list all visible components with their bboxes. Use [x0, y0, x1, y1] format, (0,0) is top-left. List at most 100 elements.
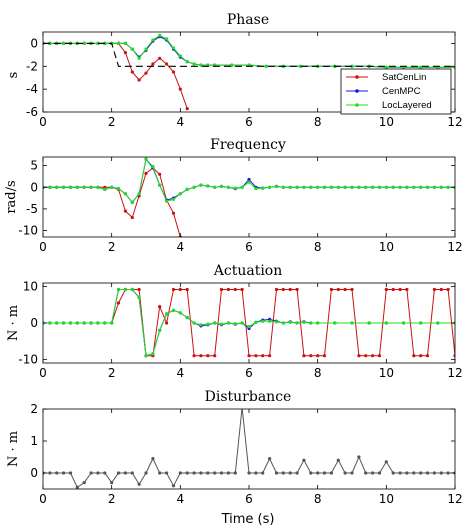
data-point-disturbance — [144, 471, 148, 475]
series-layer — [43, 287, 455, 358]
data-point-loclayered — [329, 185, 333, 189]
data-point-satcenlin — [151, 62, 155, 66]
data-point-satcenlin — [178, 287, 182, 292]
y-tick-label: 0 — [30, 180, 38, 194]
data-point-satcenlin — [247, 354, 251, 358]
data-point-loclayered — [401, 321, 406, 325]
data-point-loclayered — [343, 185, 347, 189]
x-tick-label: 0 — [39, 240, 47, 254]
data-point-loclayered — [316, 185, 320, 189]
data-point-loclayered — [192, 185, 196, 189]
data-point-loclayered — [281, 185, 285, 189]
x-tick-label: 8 — [314, 240, 322, 254]
data-point-disturbance — [302, 458, 306, 462]
y-axis-label: N · m — [6, 305, 21, 341]
data-point-satcenlin — [295, 287, 299, 292]
data-point-disturbance — [425, 471, 430, 475]
x-tick-label: 10 — [379, 115, 394, 129]
data-point-loclayered — [398, 185, 402, 189]
legend-marker-cenmpc — [355, 89, 359, 93]
y-tick-label: -2 — [26, 59, 38, 73]
data-point-loclayered — [158, 33, 162, 38]
data-point-disturbance — [316, 471, 320, 475]
data-point-satcenlin — [371, 354, 375, 358]
data-point-loclayered — [322, 185, 327, 189]
data-point-disturbance — [213, 471, 217, 475]
panel-title: Disturbance — [205, 389, 292, 405]
y-tick-label: 5 — [30, 159, 38, 173]
x-tick-label: 6 — [245, 240, 253, 254]
data-point-loclayered — [62, 321, 66, 325]
x-tick-label: 0 — [39, 366, 47, 380]
y-tick-label: -5 — [26, 202, 38, 216]
data-point-satcenlin — [364, 354, 368, 358]
data-point-loclayered — [377, 185, 382, 189]
data-point-disturbance — [295, 471, 299, 475]
data-point-disturbance — [364, 471, 368, 475]
data-point-disturbance — [103, 471, 107, 475]
data-point-loclayered — [55, 321, 59, 325]
data-point-loclayered — [103, 321, 107, 325]
x-tick-label: 10 — [379, 492, 394, 506]
data-point-satcenlin — [165, 321, 169, 325]
y-tick-label: -6 — [26, 105, 38, 119]
data-point-loclayered — [230, 63, 234, 67]
data-point-loclayered — [254, 320, 258, 324]
data-point-disturbance — [82, 481, 86, 485]
x-tick-label: 12 — [447, 240, 462, 254]
data-point-loclayered — [247, 325, 251, 329]
data-point-disturbance — [123, 471, 127, 475]
data-point-loclayered — [82, 41, 86, 46]
data-point-disturbance — [274, 471, 279, 475]
data-point-loclayered — [171, 308, 176, 312]
data-point-loclayered — [371, 185, 375, 189]
data-point-loclayered — [213, 185, 217, 189]
data-point-loclayered — [412, 185, 416, 189]
data-point-loclayered — [288, 185, 292, 189]
data-point-loclayered — [233, 322, 237, 326]
data-point-satcenlin — [357, 354, 361, 358]
data-point-loclayered — [123, 287, 127, 292]
data-point-satcenlin — [178, 87, 182, 91]
data-point-disturbance — [171, 484, 176, 488]
data-point-loclayered — [130, 287, 134, 292]
data-point-disturbance — [110, 481, 114, 485]
data-point-loclayered — [298, 64, 303, 68]
data-point-satcenlin — [288, 287, 292, 292]
y-tick-label: -4 — [26, 82, 38, 96]
data-point-cenmpc — [247, 177, 251, 182]
panel-title: Actuation — [213, 263, 283, 279]
data-point-disturbance — [178, 471, 182, 475]
data-point-loclayered — [254, 187, 258, 191]
data-point-satcenlin — [274, 287, 279, 292]
data-point-loclayered — [62, 185, 66, 189]
panel-phase: Phase s 0 2 4 6 8 10 12 0 -2 -4 -6 SatCenLin CenMP… — [6, 12, 463, 129]
data-point-loclayered — [288, 320, 292, 324]
data-point-satcenlin — [137, 78, 141, 82]
data-point-loclayered — [247, 180, 251, 184]
data-point-satcenlin — [130, 70, 134, 74]
data-point-loclayered — [357, 185, 361, 189]
x-tick-label: 2 — [108, 366, 116, 380]
y-tick-label: -10 — [18, 352, 38, 366]
data-point-satcenlin — [254, 354, 258, 358]
data-point-disturbance — [75, 485, 79, 489]
legend-marker-loclayered — [355, 103, 359, 107]
data-point-loclayered — [367, 321, 371, 325]
data-point-disturbance — [281, 471, 285, 475]
data-point-disturbance — [343, 471, 347, 475]
data-point-loclayered — [75, 321, 79, 325]
data-point-disturbance — [151, 457, 155, 461]
data-point-loclayered — [302, 185, 306, 189]
data-point-loclayered — [233, 186, 237, 190]
data-point-loclayered — [384, 185, 388, 189]
y-tick-label: 0 — [30, 466, 38, 480]
data-point-disturbance — [165, 471, 169, 475]
data-point-disturbance — [350, 471, 354, 475]
data-point-satcenlin — [130, 215, 134, 220]
data-point-loclayered — [96, 41, 100, 46]
data-point-loclayered — [419, 185, 423, 189]
data-point-disturbance — [309, 471, 313, 475]
data-point-disturbance — [233, 471, 237, 475]
